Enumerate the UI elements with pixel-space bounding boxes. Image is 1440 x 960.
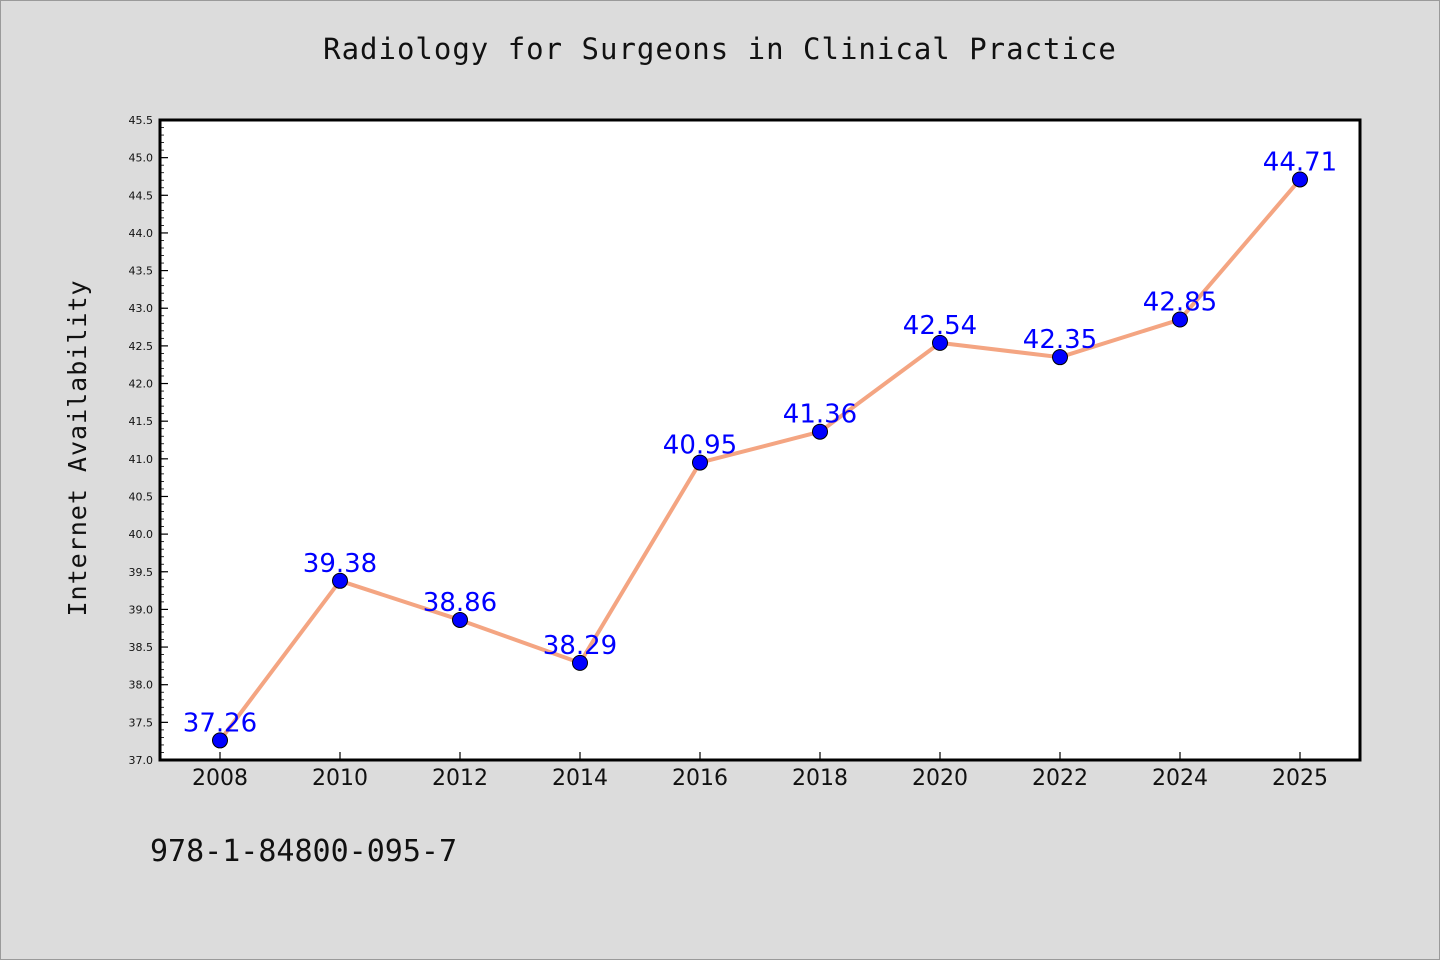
y-tick-label: 44.5 xyxy=(129,189,154,202)
y-tick-label: 44.0 xyxy=(129,227,154,240)
data-point xyxy=(1172,311,1188,328)
series-line xyxy=(218,177,1302,743)
data-point xyxy=(212,732,228,749)
data-label: 38.86 xyxy=(423,588,497,618)
y-tick-label: 42.5 xyxy=(129,340,154,353)
x-tick-label: 2010 xyxy=(312,766,368,791)
y-axis-label: Internet Availability xyxy=(63,279,92,616)
isbn-footnote: 978-1-84800-095-7 xyxy=(150,834,458,869)
data-label: 37.26 xyxy=(183,708,257,738)
x-tick-label: 2020 xyxy=(912,766,968,791)
data-labels-layer: 37.26 39.38 38.86 38.29 40.95 41.36 42.54 42.35… xyxy=(183,147,1337,738)
x-tick-label: 2014 xyxy=(552,766,608,791)
y-tick-label: 45.5 xyxy=(129,114,154,127)
y-tick-label: 42.0 xyxy=(129,378,154,391)
y-tick-label: 40.5 xyxy=(129,490,154,503)
y-tick-label: 39.0 xyxy=(129,603,154,616)
data-label: 44.71 xyxy=(1263,147,1337,177)
data-label: 41.36 xyxy=(783,400,857,430)
data-point xyxy=(692,454,708,471)
x-tick-label: 2016 xyxy=(672,766,728,791)
data-label: 39.38 xyxy=(303,549,377,579)
y-tick-label: 40.0 xyxy=(129,528,154,541)
series-layer xyxy=(212,171,1308,749)
y-axis: 37.0 37.5 38.0 38.5 39.0 39.5 40.0 40.5 41.0 41.5… xyxy=(129,114,168,767)
y-tick-label: 37.5 xyxy=(129,716,154,729)
y-tick-label: 39.5 xyxy=(129,566,154,579)
data-point xyxy=(332,572,348,589)
y-tick-label: 41.0 xyxy=(129,453,154,466)
y-tick-label: 45.0 xyxy=(129,152,154,165)
data-label: 42.35 xyxy=(1023,325,1097,355)
data-point xyxy=(932,334,948,351)
plot-frame xyxy=(158,118,1362,762)
y-tick-label: 38.0 xyxy=(129,679,154,692)
data-point xyxy=(572,654,588,671)
data-label: 42.54 xyxy=(903,311,977,341)
data-point xyxy=(1292,171,1308,188)
data-label: 42.85 xyxy=(1143,288,1217,318)
data-point xyxy=(812,423,828,440)
x-tick-label: 2022 xyxy=(1032,766,1088,791)
x-tick-label: 2012 xyxy=(432,766,488,791)
y-tick-label: 43.0 xyxy=(129,302,154,315)
data-label: 40.95 xyxy=(663,431,737,461)
x-tick-label: 2008 xyxy=(192,766,248,791)
data-label: 38.29 xyxy=(543,631,617,661)
y-tick-label: 37.0 xyxy=(129,754,154,767)
data-point xyxy=(452,611,468,628)
x-axis: 2008 2010 2012 2014 2016 2018 2020 2022 2024 2025 xyxy=(192,752,1328,791)
y-tick-label: 43.5 xyxy=(129,265,154,278)
y-tick-label: 41.5 xyxy=(129,415,154,428)
data-point xyxy=(1052,349,1068,366)
x-tick-label: 2025 xyxy=(1272,766,1328,791)
x-tick-label: 2018 xyxy=(792,766,848,791)
x-tick-label: 2024 xyxy=(1152,766,1208,791)
chart-title: Radiology for Surgeons in Clinical Pract… xyxy=(323,32,1117,66)
y-tick-label: 38.5 xyxy=(129,641,154,654)
plot-area xyxy=(160,120,1360,760)
